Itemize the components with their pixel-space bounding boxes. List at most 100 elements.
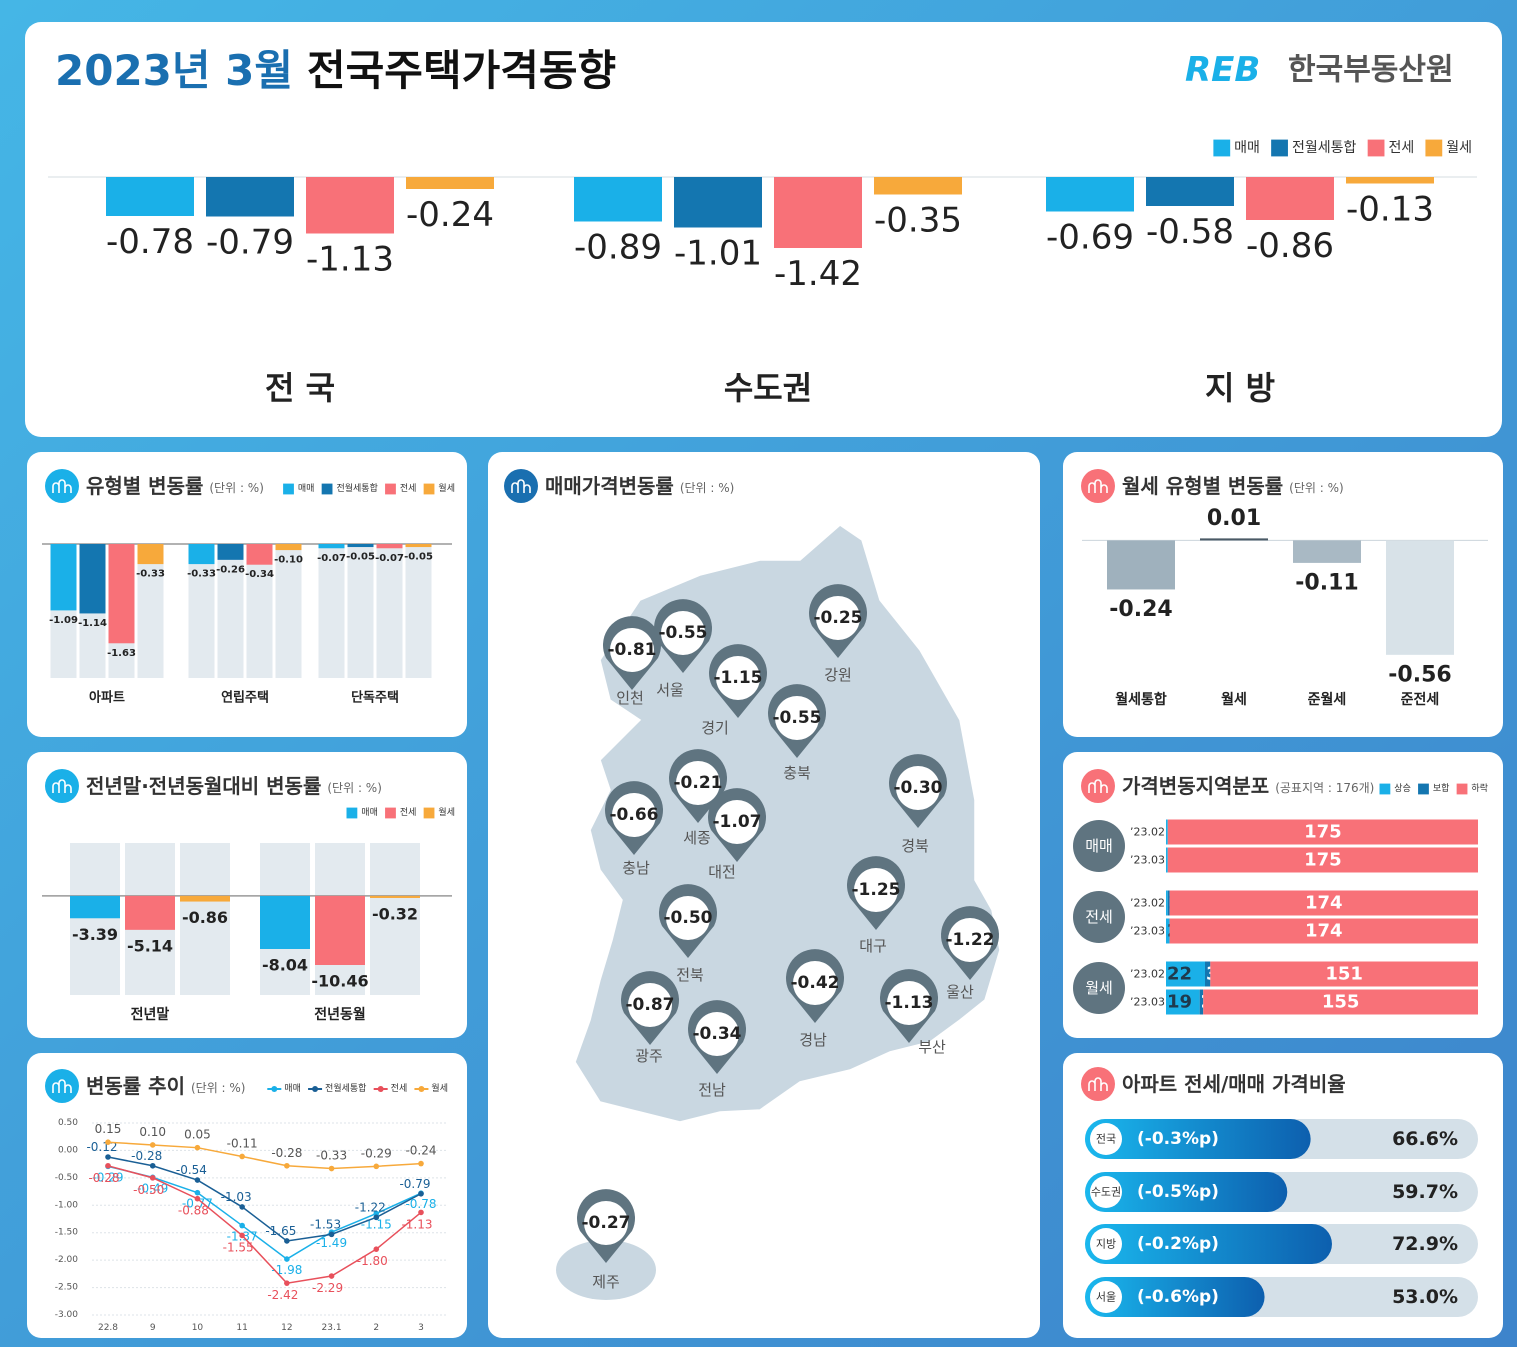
- pin-face: [661, 611, 705, 655]
- panel: [25, 22, 1502, 437]
- legend-swatch: [1379, 783, 1391, 795]
- point: [194, 1144, 201, 1151]
- bar: [108, 544, 135, 644]
- value-label: -0.50: [133, 1183, 164, 1197]
- point: [373, 1163, 380, 1170]
- panel-icon: [45, 469, 79, 503]
- bar-segment: [1169, 890, 1478, 916]
- change-label: (-0.3%p): [1137, 1129, 1219, 1149]
- legend-swatch: [283, 483, 294, 495]
- segment-label: 174: [1305, 921, 1343, 942]
- panel-icon: [504, 469, 538, 503]
- value-label: -0.28: [131, 1149, 162, 1163]
- point: [328, 1165, 335, 1172]
- region-value: -1.07: [713, 812, 762, 832]
- region-pin: -0.50: [659, 884, 717, 958]
- point: [373, 1246, 380, 1252]
- panel: [1063, 452, 1503, 737]
- bar-segment: [1210, 961, 1478, 987]
- bar: [79, 544, 106, 614]
- y-tick-label: -1.50: [55, 1228, 79, 1238]
- y-tick-label: 0.00: [58, 1145, 78, 1155]
- panel-icon-glyph: [1088, 779, 1108, 793]
- value-label: -0.86: [1246, 226, 1334, 266]
- bar: [260, 895, 310, 950]
- bar: [70, 895, 120, 919]
- panel-icon-glyph: [511, 479, 531, 493]
- value-label: -0.05: [346, 552, 375, 563]
- bar-track: [188, 544, 215, 678]
- region-pin: -1.25: [847, 856, 905, 930]
- region-name: 광주: [635, 1047, 663, 1065]
- value-label: -1.53: [310, 1217, 341, 1231]
- value-label: -0.58: [1146, 212, 1234, 252]
- category-label: 단독주택: [351, 690, 399, 706]
- point: [149, 1162, 156, 1169]
- legend-label: 하락: [1471, 782, 1488, 794]
- panel-unit: (단위 : %): [209, 481, 264, 495]
- period-label: ’23.02: [1130, 826, 1165, 839]
- region-value: -0.21: [674, 773, 723, 793]
- value-label: -1.13: [306, 240, 394, 280]
- value-label: -0.33: [316, 1149, 347, 1163]
- region-name: 울산: [946, 983, 974, 1001]
- category-label: 준전세: [1401, 691, 1440, 708]
- legend-swatch: [385, 483, 396, 495]
- bar: [574, 177, 662, 222]
- legend-label: 보합: [1433, 783, 1450, 794]
- bar-segment: [1166, 918, 1170, 944]
- y-tick-label: -0.50: [55, 1173, 79, 1183]
- bar-track: [405, 544, 432, 678]
- legend-label: 월세: [431, 1082, 448, 1094]
- pin-face: [775, 696, 819, 740]
- legend-swatch: [346, 807, 358, 819]
- value-label: -0.34: [245, 569, 274, 580]
- value-label: 0.05: [184, 1128, 211, 1142]
- region-pin: -0.55: [768, 684, 827, 758]
- y-tick-label: -3.00: [55, 1310, 79, 1320]
- line: [107, 1165, 422, 1284]
- value-label: -0.79: [206, 223, 294, 263]
- region-value: -0.87: [626, 995, 675, 1015]
- value-label: -0.07: [317, 553, 346, 564]
- region-value: -1.15: [714, 668, 763, 688]
- category-label: 아파트: [89, 690, 125, 706]
- panel-unit: (공표지역 : 176개): [1275, 781, 1374, 795]
- bar: [1386, 540, 1454, 655]
- bar-segment: [1166, 961, 1205, 987]
- point: [418, 1160, 424, 1167]
- panel: [27, 1053, 467, 1338]
- pin-face: [793, 961, 837, 1005]
- region-pin: -0.27: [577, 1189, 636, 1263]
- pill-badge: [1090, 1176, 1122, 1208]
- category-label: 수도권: [724, 369, 812, 407]
- change-label: (-0.6%p): [1137, 1287, 1219, 1307]
- legend: 매매 전세 월세: [346, 806, 455, 819]
- bar: [1107, 540, 1175, 590]
- category-label: 월세통합: [1115, 691, 1167, 708]
- point: [284, 1280, 290, 1286]
- panel-unit: (단위 : %): [191, 1081, 246, 1095]
- x-tick-label: 2: [373, 1323, 379, 1333]
- region-value: -0.50: [664, 908, 713, 928]
- bar-segment: [1167, 847, 1478, 873]
- bar: [137, 544, 164, 565]
- region-pin: -0.66: [605, 781, 663, 855]
- point: [239, 1222, 245, 1229]
- value-label: -0.79: [399, 1177, 430, 1191]
- x-tick-label: 3: [418, 1323, 424, 1333]
- change-label: (-0.5%p): [1137, 1182, 1219, 1202]
- value-label: -5.14: [127, 936, 173, 955]
- point: [373, 1214, 380, 1221]
- region-pin: -1.15: [709, 644, 767, 718]
- group-badge: [1073, 962, 1125, 1014]
- panel-unit: (단위 : %): [327, 781, 382, 795]
- bar: [180, 895, 230, 902]
- region-name: 전남: [698, 1081, 726, 1099]
- region-pin: -1.13: [879, 969, 938, 1043]
- value-label: 72.9%: [1392, 1233, 1458, 1255]
- panel-unit: (단위 : %): [680, 481, 735, 495]
- line: [107, 1141, 422, 1170]
- value-label: -1.14: [78, 618, 107, 629]
